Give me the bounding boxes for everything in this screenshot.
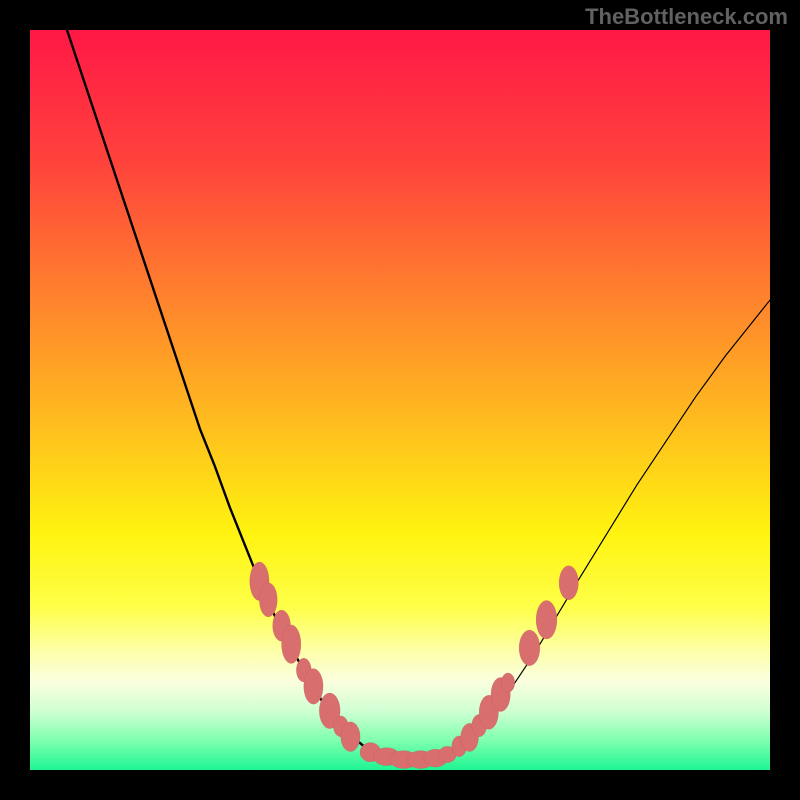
- marker-right-7: [536, 601, 557, 639]
- marker-right-6: [519, 630, 540, 666]
- marker-left-3: [282, 625, 301, 663]
- marker-left-8: [341, 722, 360, 752]
- watermark-text: TheBottleneck.com: [585, 4, 788, 30]
- marker-right-8: [559, 566, 578, 600]
- plot-background: [30, 30, 770, 770]
- marker-left-1: [259, 583, 277, 617]
- chart-container: TheBottleneck.com: [0, 0, 800, 800]
- marker-right-5: [501, 673, 514, 692]
- chart-svg: [0, 0, 800, 800]
- marker-left-5: [304, 669, 323, 705]
